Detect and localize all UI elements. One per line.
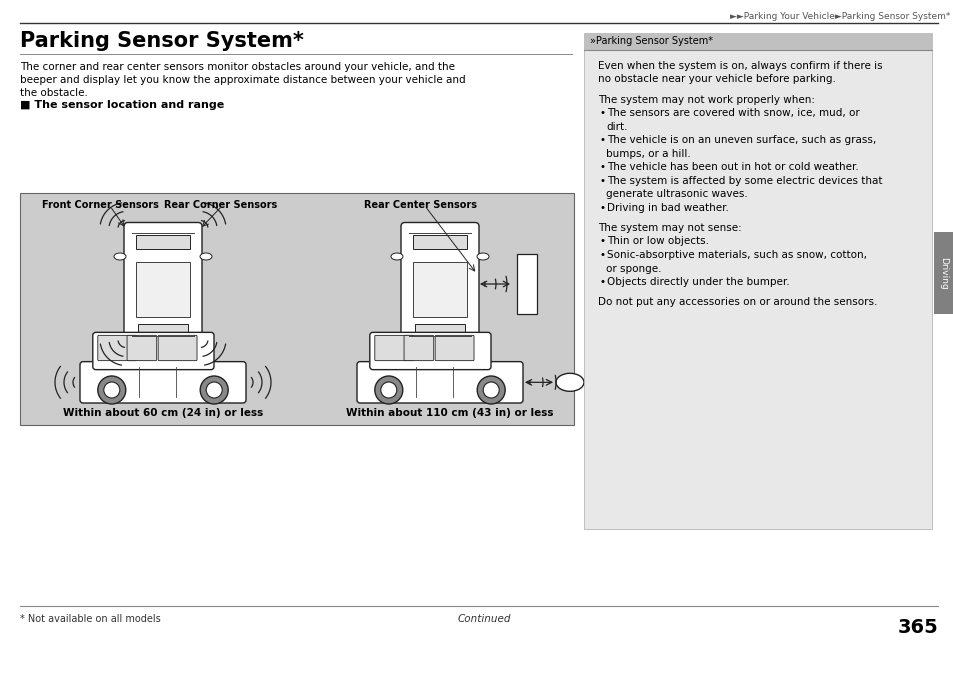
- Text: The system may not sense:: The system may not sense:: [598, 223, 741, 233]
- Text: •: •: [599, 109, 605, 118]
- Bar: [136, 235, 190, 249]
- Text: The system is affected by some electric devices that: The system is affected by some electric …: [606, 176, 882, 186]
- Text: •: •: [599, 162, 605, 173]
- Text: Continued: Continued: [456, 614, 510, 624]
- Text: The vehicle has been out in hot or cold weather.: The vehicle has been out in hot or cold …: [606, 162, 858, 173]
- Text: •: •: [599, 277, 605, 287]
- Ellipse shape: [113, 253, 126, 260]
- Text: Driving in bad weather.: Driving in bad weather.: [606, 203, 728, 213]
- Bar: [415, 324, 464, 334]
- Text: The system may not work properly when:: The system may not work properly when:: [598, 95, 814, 104]
- FancyBboxPatch shape: [127, 336, 156, 361]
- Text: »Parking Sensor System*: »Parking Sensor System*: [589, 36, 712, 47]
- Circle shape: [380, 382, 396, 398]
- Text: dirt.: dirt.: [605, 122, 627, 131]
- Text: * Not available on all models: * Not available on all models: [20, 614, 161, 624]
- Text: Within about 110 cm (43 in) or less: Within about 110 cm (43 in) or less: [346, 408, 553, 418]
- Text: Rear Center Sensors: Rear Center Sensors: [364, 200, 476, 210]
- Bar: [583, 33, 931, 50]
- FancyBboxPatch shape: [80, 362, 246, 403]
- Text: generate ultrasonic waves.: generate ultrasonic waves.: [605, 189, 747, 200]
- Text: bumps, or a hill.: bumps, or a hill.: [605, 149, 690, 159]
- Bar: [933, 232, 953, 314]
- Bar: [138, 324, 188, 334]
- Text: •: •: [599, 250, 605, 260]
- Bar: [136, 262, 190, 317]
- Text: Parking Sensor System*: Parking Sensor System*: [20, 31, 304, 51]
- Text: The corner and rear center sensors monitor obstacles around your vehicle, and th: The corner and rear center sensors monit…: [20, 62, 455, 72]
- Text: ■ The sensor location and range: ■ The sensor location and range: [20, 100, 224, 110]
- FancyBboxPatch shape: [435, 336, 474, 361]
- FancyBboxPatch shape: [370, 332, 491, 369]
- FancyBboxPatch shape: [400, 222, 478, 346]
- Ellipse shape: [200, 253, 212, 260]
- Ellipse shape: [476, 253, 489, 260]
- Text: Even when the system is on, always confirm if there is: Even when the system is on, always confi…: [598, 61, 882, 71]
- Circle shape: [200, 376, 228, 404]
- FancyBboxPatch shape: [98, 336, 136, 361]
- Text: or sponge.: or sponge.: [605, 264, 660, 274]
- Text: ►►Parking Your Vehicle►Parking Sensor System*: ►►Parking Your Vehicle►Parking Sensor Sy…: [729, 12, 949, 21]
- Circle shape: [98, 376, 126, 404]
- Text: Thin or low objects.: Thin or low objects.: [606, 237, 708, 247]
- Text: Objects directly under the bumper.: Objects directly under the bumper.: [606, 277, 789, 287]
- Bar: [517, 254, 537, 314]
- Text: the obstacle.: the obstacle.: [20, 88, 88, 98]
- Bar: [20, 193, 574, 425]
- FancyBboxPatch shape: [124, 222, 202, 346]
- FancyBboxPatch shape: [92, 332, 213, 369]
- FancyBboxPatch shape: [356, 362, 522, 403]
- Text: 365: 365: [897, 618, 937, 637]
- Text: Rear Corner Sensors: Rear Corner Sensors: [164, 200, 277, 210]
- Circle shape: [375, 376, 402, 404]
- Bar: [413, 235, 467, 249]
- Text: no obstacle near your vehicle before parking.: no obstacle near your vehicle before par…: [598, 75, 835, 84]
- Text: Sonic-absorptive materials, such as snow, cotton,: Sonic-absorptive materials, such as snow…: [606, 250, 866, 260]
- Circle shape: [482, 382, 498, 398]
- FancyBboxPatch shape: [158, 336, 197, 361]
- Circle shape: [206, 382, 222, 398]
- Text: Do not put any accessories on or around the sensors.: Do not put any accessories on or around …: [598, 297, 877, 307]
- FancyBboxPatch shape: [375, 336, 414, 361]
- Text: •: •: [599, 203, 605, 213]
- Text: beeper and display let you know the approximate distance between your vehicle an: beeper and display let you know the appr…: [20, 75, 465, 85]
- Text: The sensors are covered with snow, ice, mud, or: The sensors are covered with snow, ice, …: [606, 109, 859, 118]
- Text: Driving: Driving: [939, 257, 947, 289]
- Bar: [413, 262, 467, 317]
- Text: •: •: [599, 176, 605, 186]
- Text: Within about 60 cm (24 in) or less: Within about 60 cm (24 in) or less: [63, 408, 263, 418]
- Bar: [583, 33, 931, 529]
- Text: •: •: [599, 237, 605, 247]
- Circle shape: [476, 376, 505, 404]
- Ellipse shape: [556, 373, 583, 392]
- FancyBboxPatch shape: [404, 336, 434, 361]
- Ellipse shape: [391, 253, 402, 260]
- Circle shape: [104, 382, 120, 398]
- Text: •: •: [599, 135, 605, 146]
- Text: The vehicle is on an uneven surface, such as grass,: The vehicle is on an uneven surface, suc…: [606, 135, 876, 146]
- Text: Front Corner Sensors: Front Corner Sensors: [42, 200, 159, 210]
